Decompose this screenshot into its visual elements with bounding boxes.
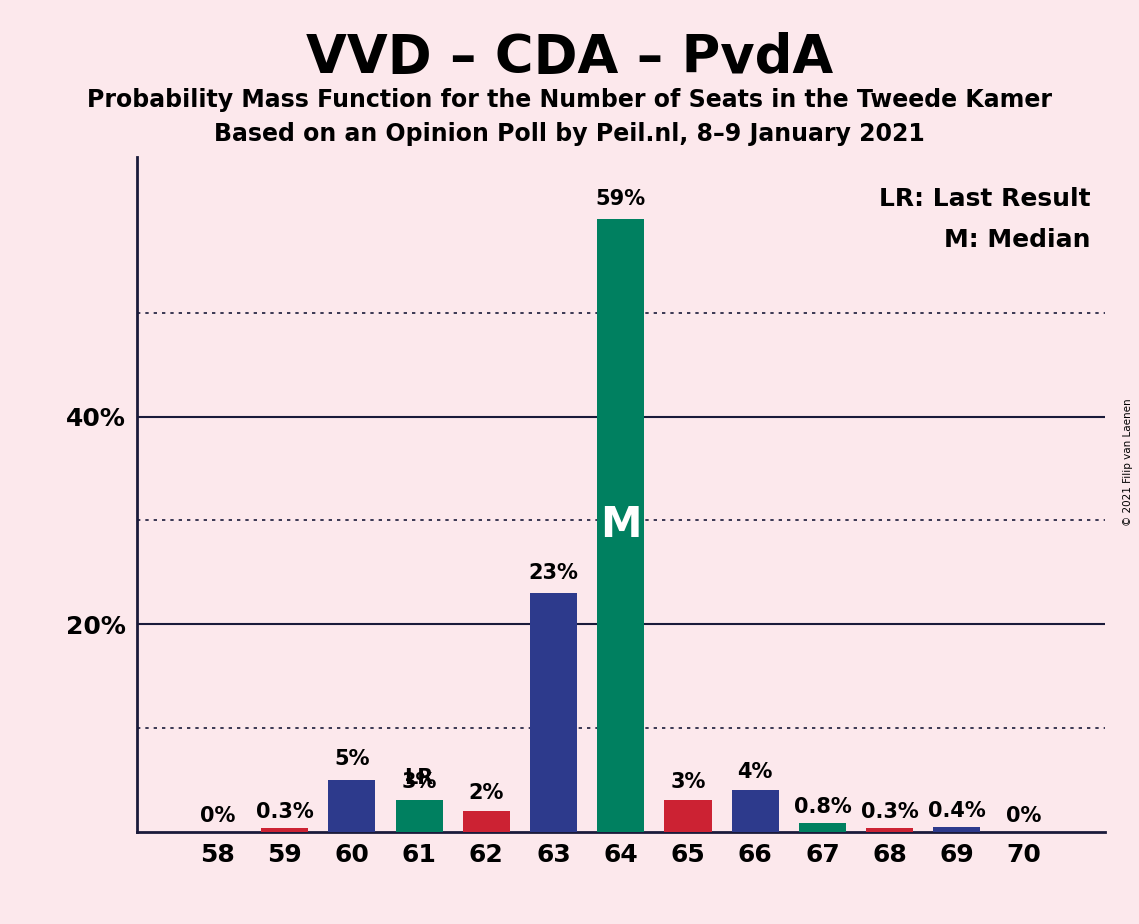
Text: 4%: 4% (738, 761, 773, 782)
Bar (597, 219, 645, 832)
Bar (798, 823, 846, 832)
Text: 59%: 59% (596, 189, 646, 209)
Text: 2%: 2% (468, 783, 503, 803)
Bar (731, 790, 779, 832)
Bar (462, 811, 510, 832)
Bar (261, 829, 309, 832)
Text: Probability Mass Function for the Number of Seats in the Tweede Kamer: Probability Mass Function for the Number… (87, 88, 1052, 112)
Text: LR: LR (404, 768, 434, 788)
Bar (328, 780, 376, 832)
Text: 0.8%: 0.8% (794, 797, 851, 817)
Text: VVD – CDA – PvdA: VVD – CDA – PvdA (306, 32, 833, 84)
Text: 0.4%: 0.4% (928, 801, 985, 821)
Bar (933, 828, 981, 832)
Bar (866, 829, 913, 832)
Text: 0%: 0% (1007, 807, 1042, 826)
Bar (664, 800, 712, 832)
Text: 3%: 3% (670, 772, 706, 792)
Text: 0%: 0% (199, 807, 235, 826)
Text: 5%: 5% (334, 749, 369, 770)
Bar (530, 593, 577, 832)
Text: 3%: 3% (401, 772, 436, 792)
Text: 0.3%: 0.3% (861, 802, 918, 822)
Text: LR: Last Result: LR: Last Result (878, 188, 1090, 212)
Text: M: M (600, 505, 641, 546)
Text: Based on an Opinion Poll by Peil.nl, 8–9 January 2021: Based on an Opinion Poll by Peil.nl, 8–9… (214, 122, 925, 146)
Text: © 2021 Filip van Laenen: © 2021 Filip van Laenen (1123, 398, 1133, 526)
Bar (395, 800, 443, 832)
Text: M: Median: M: Median (944, 228, 1090, 252)
Text: 0.3%: 0.3% (256, 802, 313, 822)
Text: 23%: 23% (528, 563, 579, 582)
